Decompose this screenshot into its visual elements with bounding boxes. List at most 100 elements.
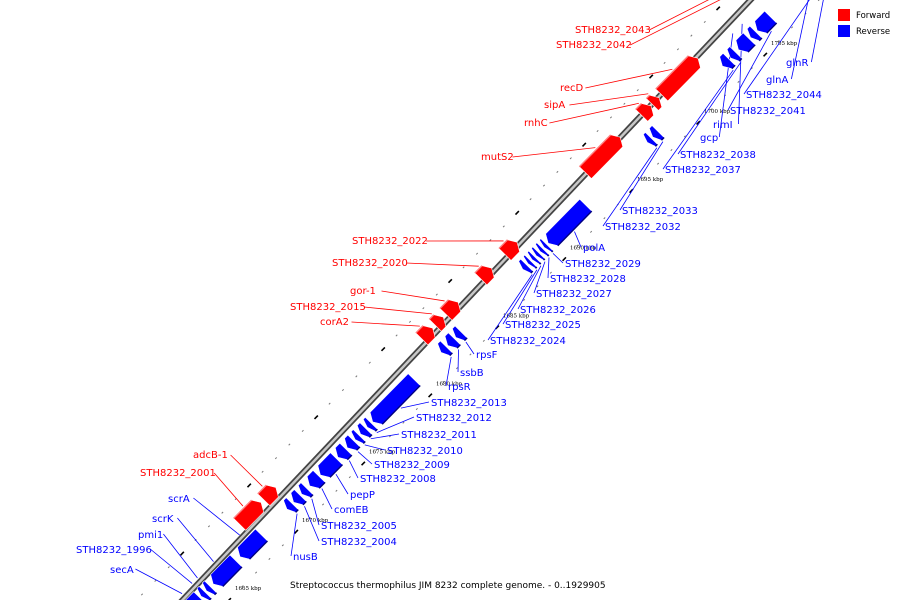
tick-mark [402,421,405,424]
tick-mark [207,525,211,528]
reverse-gene-label: secA [110,565,134,576]
kbp-marker-label: 1690 kbp [570,245,597,251]
leader-line [677,62,741,155]
reverse-gene-label: STH8232_2011 [401,430,477,441]
tick-mark [609,116,613,119]
tick-mark [422,307,425,310]
leader-line [533,261,546,294]
leader-line [230,454,263,487]
leader-line [512,147,596,158]
reverse-gene-label: STH8232_2032 [605,222,681,233]
leader-line [791,0,809,80]
tick-mark [447,278,453,284]
reverse-gene-label: pmi1 [138,530,163,541]
leader-line [457,349,459,373]
leader-line [149,548,193,584]
forward-gene-label: gor-1 [350,286,376,297]
tick-mark [380,346,386,352]
tick-mark [514,210,520,216]
tick-mark [415,407,418,411]
tick-mark [261,470,264,473]
reverse-gene [437,340,453,357]
tick-mark [643,176,646,179]
reverse-gene [334,442,353,461]
reverse-gene [527,250,542,265]
leader-line [547,257,550,279]
legend: Forward Reverse [838,9,890,37]
tick-mark [695,120,701,126]
forward-gene [645,94,663,111]
leader-line [552,253,564,264]
tick-mark [274,457,278,460]
tick-mark [268,557,271,561]
tick-mark [676,48,680,51]
tick-mark [710,108,713,111]
reverse-gene [545,198,593,247]
tick-mark [140,593,144,596]
gene-track [183,10,778,600]
tick-mark [442,380,445,383]
forward-gene-label: recD [560,83,584,94]
leader-line [376,416,415,434]
tick-mark [636,89,639,92]
tick-mark [288,443,291,446]
leader-line [811,0,824,63]
leader-line [304,506,320,542]
tick-mark [556,170,559,173]
leader-line [602,147,658,227]
tick-mark [475,252,479,255]
leader-line [193,497,240,536]
tick-mark [663,61,666,64]
reverse-gene-label: STH8232_2033 [622,206,698,217]
forward-gene [439,299,461,321]
tick-mark [603,217,606,220]
reverse-gene-label: STH8232_2004 [321,537,397,548]
reverse-gene [735,32,756,53]
reverse-gene [642,131,658,147]
forward-gene-label: corA2 [320,317,349,328]
reverse-gene-label: STH8232_2008 [360,474,436,485]
reverse-gene-label: STH8232_2010 [387,446,463,457]
tick-mark [561,256,567,262]
leader-line [630,0,721,46]
leader-line [465,341,475,355]
leader-line [743,0,810,95]
reverse-gene-label: scrA [168,494,190,505]
tick-mark [777,39,780,43]
legend-reverse-label: Reverse [856,27,890,37]
reverse-gene-label: STH8232_2041 [730,106,806,117]
forward-gene-label: STH8232_2020 [332,258,408,269]
kbp-marker-label: 1670 kbp [302,518,329,524]
leader-line [502,269,538,325]
reverse-gene-label: STH8232_2029 [565,259,641,270]
legend-reverse-swatch [838,25,850,37]
reverse-gene-label: STH8232_2028 [550,274,626,285]
leader-line [574,231,582,248]
tick-mark [549,271,552,274]
tick-mark [648,74,654,79]
reverse-gene [531,246,546,261]
reverse-gene [306,470,326,489]
reverse-gene-label: STH8232_2025 [505,320,581,331]
tick-mark [522,298,526,302]
legend-forward-swatch [838,9,850,21]
reverse-gene-label: STH8232_2026 [520,305,596,316]
tick-mark [469,353,472,356]
kbp-marker-label: 1680 kbp [436,382,463,388]
forward-gene [635,102,654,122]
reverse-gene-label: STH8232_2038 [680,150,756,161]
forward-gene-label: rnhC [524,118,548,129]
tick-mark [254,571,258,574]
kbp-marker-label: 1685 kbp [503,313,530,319]
reverse-gene [290,489,307,506]
reverse-gene-label: STH8232_2037 [665,165,741,176]
tick-mark [576,244,579,247]
reverse-gene [362,416,378,432]
kbp-marker-label: 1700 kbp [704,109,731,115]
forward-gene-label: STH8232_2015 [290,302,366,313]
leader-line [177,517,214,562]
tick-mark [589,230,593,233]
reverse-gene [350,429,366,444]
tick-mark [341,388,345,392]
leader-line [619,141,664,211]
